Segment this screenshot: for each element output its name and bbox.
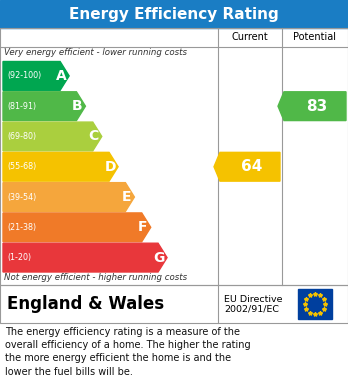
Polygon shape bbox=[3, 243, 167, 272]
Text: Potential: Potential bbox=[293, 32, 337, 43]
Text: (69-80): (69-80) bbox=[7, 132, 36, 141]
Text: Energy Efficiency Rating: Energy Efficiency Rating bbox=[69, 7, 279, 22]
Text: The energy efficiency rating is a measure of the
overall efficiency of a home. T: The energy efficiency rating is a measur… bbox=[5, 327, 251, 377]
Text: England & Wales: England & Wales bbox=[7, 295, 164, 313]
Text: Current: Current bbox=[232, 32, 268, 43]
Text: 64: 64 bbox=[241, 159, 263, 174]
Text: A: A bbox=[56, 69, 66, 83]
Text: F: F bbox=[138, 220, 148, 234]
Bar bbox=[0, 0, 348, 28]
Text: (81-91): (81-91) bbox=[7, 102, 36, 111]
Polygon shape bbox=[3, 61, 69, 90]
Text: D: D bbox=[104, 160, 116, 174]
Text: (1-20): (1-20) bbox=[7, 253, 31, 262]
Text: Very energy efficient - lower running costs: Very energy efficient - lower running co… bbox=[4, 48, 187, 57]
Text: Not energy efficient - higher running costs: Not energy efficient - higher running co… bbox=[4, 273, 187, 282]
Polygon shape bbox=[3, 122, 102, 151]
Text: (21-38): (21-38) bbox=[7, 223, 36, 232]
Polygon shape bbox=[214, 152, 280, 181]
Text: 2002/91/EC: 2002/91/EC bbox=[224, 305, 279, 314]
Text: E: E bbox=[122, 190, 131, 204]
Text: B: B bbox=[72, 99, 83, 113]
Bar bbox=[298, 289, 332, 319]
Text: (55-68): (55-68) bbox=[7, 162, 36, 171]
Text: C: C bbox=[89, 129, 99, 143]
Polygon shape bbox=[3, 92, 86, 120]
Text: (92-100): (92-100) bbox=[7, 72, 41, 81]
Text: 83: 83 bbox=[306, 99, 327, 114]
Polygon shape bbox=[3, 213, 151, 242]
Text: EU Directive: EU Directive bbox=[224, 294, 283, 303]
Bar bbox=[0, 28, 348, 285]
Text: (39-54): (39-54) bbox=[7, 192, 36, 201]
Polygon shape bbox=[3, 152, 118, 181]
Polygon shape bbox=[3, 183, 134, 212]
Bar bbox=[0, 285, 348, 323]
Text: G: G bbox=[153, 251, 165, 265]
Polygon shape bbox=[278, 92, 346, 120]
